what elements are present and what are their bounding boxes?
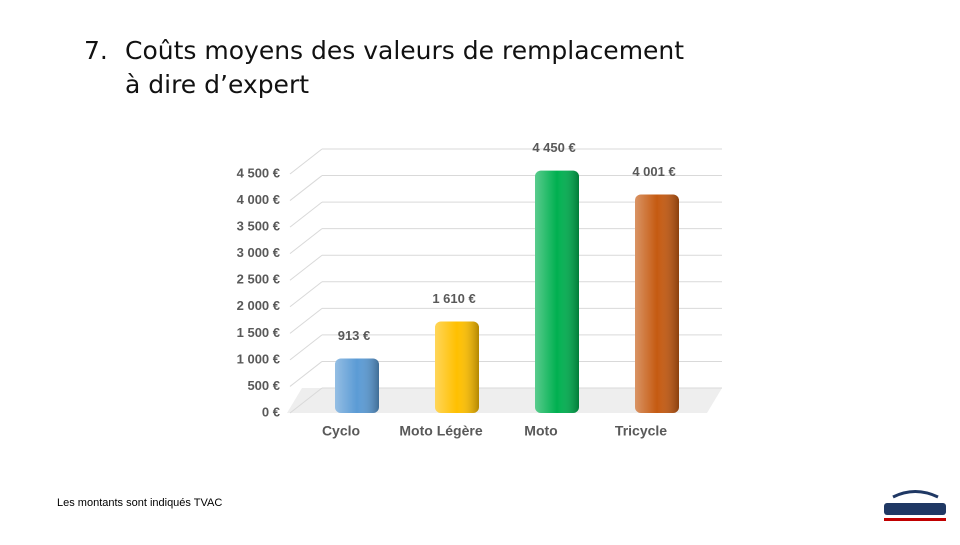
value-label: 4 450 €	[532, 140, 575, 155]
bar-shade	[335, 358, 379, 413]
grid-line	[289, 307, 323, 334]
value-label: 913 €	[338, 328, 371, 343]
slide-number: 7.	[84, 36, 108, 65]
y-tick-label: 2 000 €	[237, 298, 280, 313]
footnote: Les montants sont indiqués TVAC	[57, 497, 222, 509]
grid-line	[289, 281, 323, 308]
x-tick-label: Tricycle	[615, 423, 667, 439]
bar-shade	[535, 170, 579, 413]
grid-line	[289, 175, 323, 201]
y-tick-label: 3 000 €	[237, 245, 280, 260]
y-tick-label: 500 €	[247, 378, 280, 393]
value-label: 1 610 €	[432, 291, 475, 306]
y-tick-label: 3 500 €	[237, 219, 280, 234]
y-tick-label: 4 500 €	[237, 165, 280, 180]
grid-line	[289, 148, 323, 175]
bar-shade	[635, 194, 679, 413]
logo	[884, 490, 946, 521]
grid-line	[289, 254, 323, 281]
y-tick-label: 2 500 €	[237, 272, 280, 287]
grid-line	[289, 387, 323, 414]
grid-line	[289, 201, 323, 228]
x-tick-label: Moto Légère	[399, 423, 482, 439]
y-tick-label: 1 500 €	[237, 325, 280, 340]
grid-line	[289, 228, 323, 255]
grid-line	[289, 334, 323, 361]
floor	[287, 388, 722, 413]
grid-line	[289, 361, 323, 387]
y-tick-label: 4 000 €	[237, 192, 280, 207]
value-label: 4 001 €	[632, 164, 675, 179]
y-tick-label: 1 000 €	[237, 351, 280, 366]
bar-shade	[435, 321, 479, 413]
x-tick-label: Cyclo	[322, 423, 360, 439]
slide-title: Coûts moyens des valeurs de remplacement…	[125, 36, 684, 99]
y-tick-label: 0 €	[262, 404, 280, 419]
x-tick-label: Moto	[524, 423, 557, 439]
